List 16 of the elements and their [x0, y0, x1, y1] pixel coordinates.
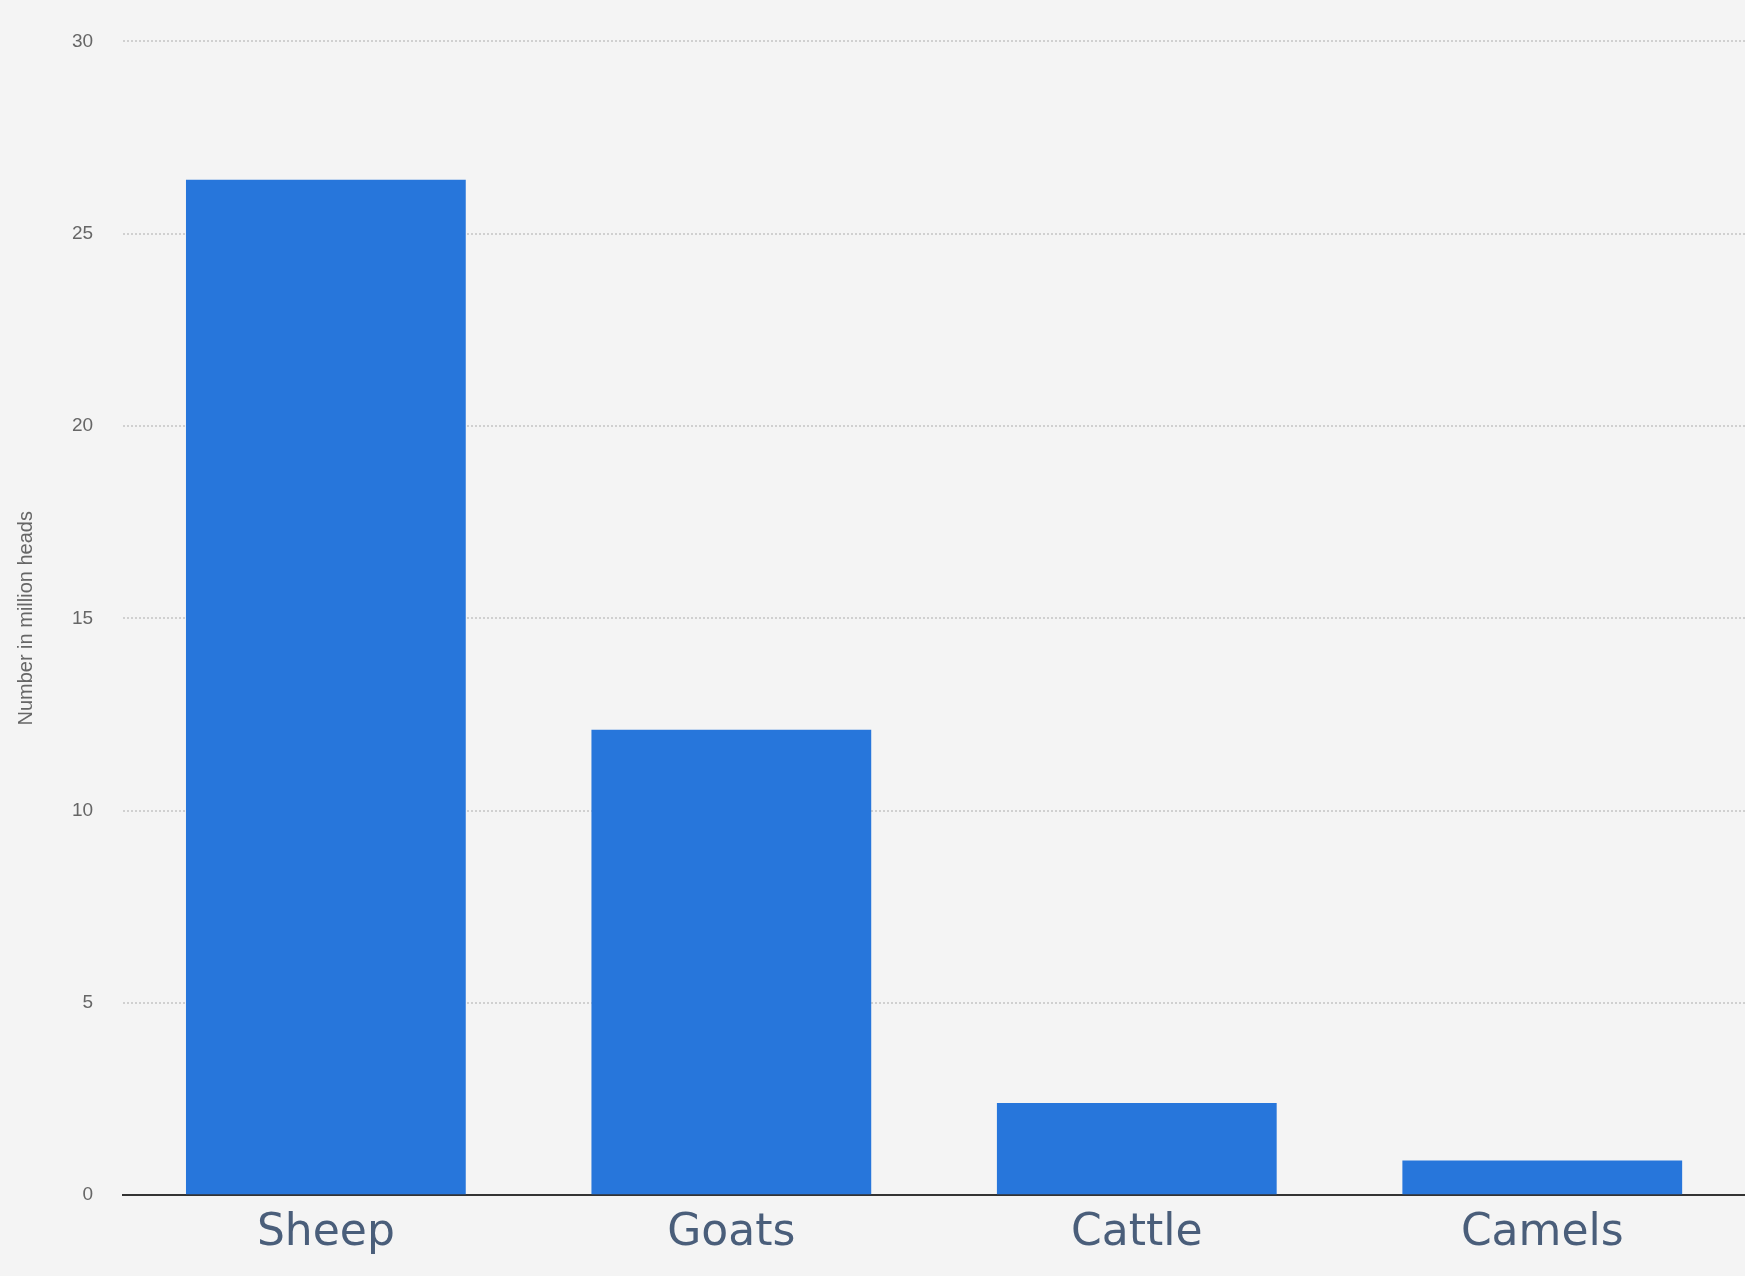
y-tick-label: 25 — [71, 221, 94, 243]
x-tick-label: Cattle — [1071, 1204, 1203, 1256]
bar — [1402, 1160, 1683, 1195]
bar — [996, 1102, 1277, 1195]
y-tick-label: 15 — [71, 606, 94, 628]
x-tick-label: Sheep — [256, 1204, 395, 1256]
y-tick-label: 10 — [71, 798, 94, 820]
y-tick-label: 30 — [71, 29, 94, 51]
y-tick-label: 5 — [82, 991, 94, 1013]
bar — [185, 179, 466, 1195]
y-tick-label: 20 — [71, 414, 94, 436]
y-axis-title: Number in million heads — [13, 511, 36, 726]
x-tick-label: Goats — [667, 1204, 796, 1256]
bar — [591, 729, 872, 1195]
y-tick-label: 0 — [82, 1183, 94, 1205]
x-tick-label: Camels — [1460, 1204, 1624, 1256]
